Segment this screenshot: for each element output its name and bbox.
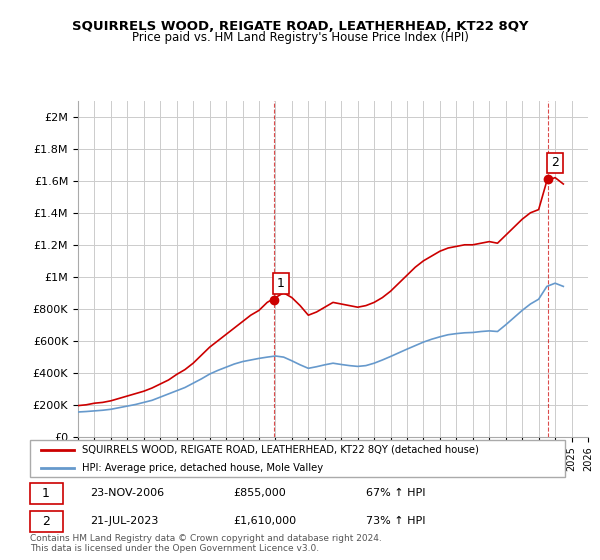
Text: £1,610,000: £1,610,000 — [234, 516, 297, 526]
Text: 1: 1 — [42, 487, 50, 500]
Text: 1: 1 — [277, 277, 285, 290]
Text: Contains HM Land Registry data © Crown copyright and database right 2024.
This d: Contains HM Land Registry data © Crown c… — [30, 534, 382, 553]
FancyBboxPatch shape — [29, 441, 565, 477]
Text: HPI: Average price, detached house, Mole Valley: HPI: Average price, detached house, Mole… — [82, 463, 323, 473]
Text: 67% ↑ HPI: 67% ↑ HPI — [366, 488, 426, 498]
Text: SQUIRRELS WOOD, REIGATE ROAD, LEATHERHEAD, KT22 8QY: SQUIRRELS WOOD, REIGATE ROAD, LEATHERHEA… — [72, 20, 528, 32]
Text: 23-NOV-2006: 23-NOV-2006 — [90, 488, 164, 498]
FancyBboxPatch shape — [29, 483, 62, 504]
Text: 2: 2 — [42, 515, 50, 528]
Text: SQUIRRELS WOOD, REIGATE ROAD, LEATHERHEAD, KT22 8QY (detached house): SQUIRRELS WOOD, REIGATE ROAD, LEATHERHEA… — [82, 445, 479, 455]
Text: 2: 2 — [551, 156, 559, 170]
Text: £855,000: £855,000 — [234, 488, 287, 498]
Text: 73% ↑ HPI: 73% ↑ HPI — [366, 516, 426, 526]
Text: Price paid vs. HM Land Registry's House Price Index (HPI): Price paid vs. HM Land Registry's House … — [131, 31, 469, 44]
FancyBboxPatch shape — [29, 511, 62, 532]
Text: 21-JUL-2023: 21-JUL-2023 — [90, 516, 158, 526]
